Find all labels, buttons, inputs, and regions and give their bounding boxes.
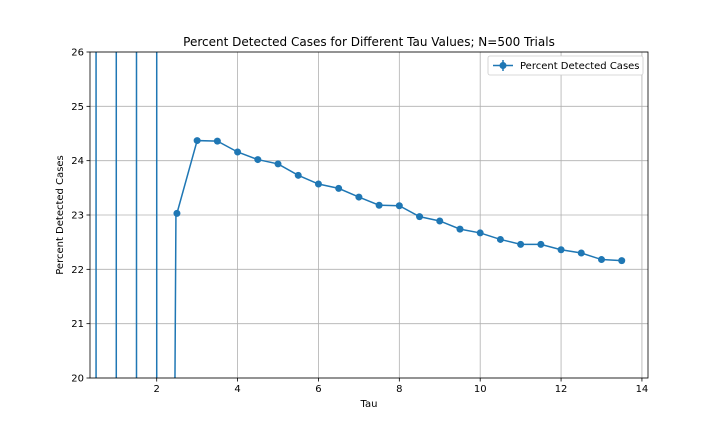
data-point bbox=[213, 137, 221, 145]
chart-title: Percent Detected Cases for Different Tau… bbox=[183, 35, 555, 49]
data-point bbox=[375, 201, 383, 209]
x-tick-label: 10 bbox=[474, 384, 487, 395]
y-tick-label: 21 bbox=[71, 319, 84, 330]
data-point bbox=[618, 257, 626, 265]
data-point bbox=[274, 160, 282, 168]
data-point bbox=[456, 225, 464, 233]
x-tick-label: 4 bbox=[234, 384, 240, 395]
data-point bbox=[254, 156, 262, 164]
data-point bbox=[234, 148, 242, 156]
x-tick-label: 6 bbox=[315, 384, 321, 395]
x-tick-label: 2 bbox=[154, 384, 160, 395]
y-tick-label: 23 bbox=[71, 211, 84, 222]
x-tick-label: 14 bbox=[636, 384, 649, 395]
y-tick-label: 25 bbox=[71, 102, 84, 113]
data-point bbox=[173, 209, 181, 217]
series-layer bbox=[95, 52, 626, 378]
data-point bbox=[577, 249, 585, 257]
data-point bbox=[537, 240, 545, 248]
data-point bbox=[355, 193, 363, 201]
data-point bbox=[517, 240, 525, 248]
legend-box bbox=[487, 55, 644, 76]
data-point bbox=[436, 217, 444, 225]
y-tick-label: 24 bbox=[71, 156, 84, 167]
data-point bbox=[294, 171, 302, 179]
x-axis-label: Tau bbox=[360, 399, 378, 410]
y-tick-label: 22 bbox=[71, 265, 84, 276]
data-point bbox=[395, 202, 403, 210]
x-tick-label: 12 bbox=[555, 384, 568, 395]
data-point bbox=[496, 235, 504, 243]
y-axis: 20 21 22 23 24 25 26 bbox=[71, 48, 90, 385]
data-point bbox=[193, 137, 201, 145]
y-axis-label: Percent Detected Cases bbox=[55, 155, 66, 275]
legend-marker bbox=[499, 62, 507, 69]
data-point bbox=[314, 180, 322, 188]
data-point bbox=[557, 246, 565, 254]
legend: Percent Detected Cases bbox=[487, 55, 644, 76]
data-point bbox=[335, 184, 343, 192]
data-point bbox=[416, 213, 424, 221]
x-tick-label: 8 bbox=[396, 384, 402, 395]
data-point bbox=[476, 229, 484, 237]
series-group bbox=[95, 52, 626, 378]
y-tick-label: 20 bbox=[71, 374, 84, 385]
x-axis: 2 4 6 8 10 12 14 bbox=[154, 378, 649, 395]
y-tick-label: 26 bbox=[71, 48, 84, 59]
legend-label: Percent Detected Cases bbox=[520, 61, 640, 72]
data-point bbox=[598, 256, 605, 264]
